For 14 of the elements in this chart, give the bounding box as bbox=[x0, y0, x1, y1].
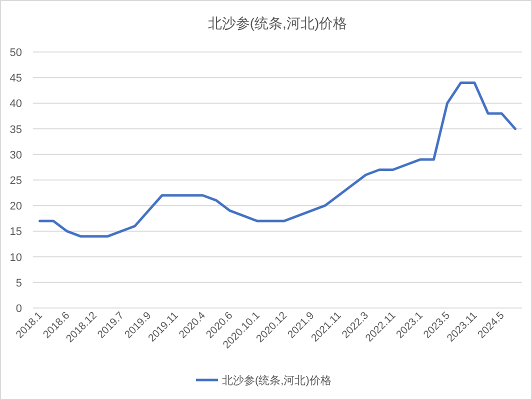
legend-label: 北沙参(统条,河北)价格 bbox=[222, 374, 332, 387]
y-tick-label: 25 bbox=[10, 175, 22, 187]
y-tick-label: 50 bbox=[10, 47, 22, 59]
y-tick-label: 45 bbox=[10, 72, 22, 85]
y-tick-label: 20 bbox=[10, 200, 22, 213]
chart-title: 北沙参(统条,河北)价格 bbox=[208, 15, 348, 31]
line-series bbox=[38, 81, 516, 238]
y-tick-label: 35 bbox=[10, 124, 22, 136]
y-tick-label: 30 bbox=[10, 149, 22, 162]
y-tick-label: 5 bbox=[16, 277, 22, 290]
y-tick-label: 15 bbox=[10, 226, 22, 238]
y-tick-label: 0 bbox=[16, 303, 22, 315]
y-tick-label: 40 bbox=[10, 98, 22, 110]
y-tick-label: 10 bbox=[10, 252, 22, 264]
